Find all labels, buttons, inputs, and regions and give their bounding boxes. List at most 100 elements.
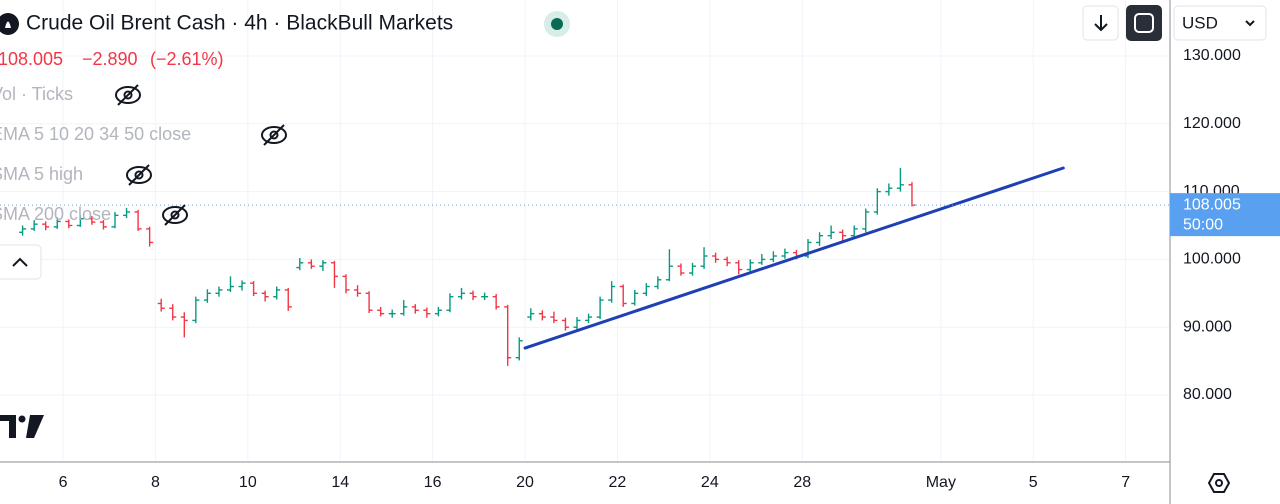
logo-drop (5, 21, 11, 28)
ohlc-bar (42, 221, 50, 231)
collapse-legend-button[interactable] (0, 244, 42, 280)
ohlc-bar (111, 211, 119, 229)
currency-dropdown[interactable] (1173, 5, 1267, 41)
x-tick-label: 8 (151, 474, 160, 491)
ohlc-bar (365, 291, 373, 313)
ohlc-bar (342, 274, 350, 294)
legend-price: 108.005 (0, 49, 63, 69)
indicator-label: Vol · Ticks (0, 84, 73, 104)
x-tick-label: 16 (424, 474, 442, 491)
ohlc-bar (515, 337, 523, 361)
arrow-down-icon (1094, 15, 1108, 32)
ohlc-bar (123, 207, 131, 219)
ohlc-bar (504, 304, 512, 366)
ohlc-bar (746, 259, 754, 272)
ohlc-bar (827, 225, 835, 240)
ohlc-bar (169, 304, 177, 321)
ohlc-bar (354, 285, 362, 297)
ohlc-bar (215, 286, 223, 297)
ohlc-bar (76, 215, 84, 227)
ohlc-bar (816, 232, 824, 246)
ohlc-bar (608, 281, 616, 303)
ohlc-bar (30, 220, 38, 231)
ohlc-bar (642, 283, 650, 297)
y-tick-label: 120.000 (1183, 115, 1241, 132)
ohlc-bar (561, 317, 569, 331)
ohlc-bar (885, 183, 893, 196)
ohlc-bar (758, 253, 766, 265)
tv-logo (0, 415, 44, 438)
ohlc-bar (388, 309, 396, 318)
ohlc-bar (411, 304, 419, 314)
x-tick-label: 10 (239, 474, 257, 491)
chevron-up (12, 257, 28, 267)
y-tick-label: 90.000 (1183, 318, 1232, 335)
ohlc-bar (839, 229, 847, 242)
eye-off-icon[interactable] (115, 84, 141, 106)
ohlc-bar (700, 247, 708, 269)
y-tick-label: 80.000 (1183, 386, 1232, 403)
ohlc-bar (319, 260, 327, 271)
ohlc-bar (261, 290, 269, 302)
x-tick-label: 6 (59, 474, 68, 491)
ohlc-bar (689, 262, 697, 276)
ohlc-bar (712, 252, 720, 263)
y-tick-label: 100.000 (1183, 251, 1241, 268)
ohlc-bar (296, 258, 304, 271)
ohlc-bar (134, 209, 142, 231)
x-tick-label: 5 (1029, 474, 1038, 491)
ohlc-bar (377, 306, 385, 317)
ohlc-bar (781, 248, 789, 259)
x-tick-label: 22 (609, 474, 627, 491)
ohlc-bar (19, 225, 27, 236)
price-bars (19, 167, 916, 366)
ohlc-bar (180, 312, 188, 338)
ohlc-bar (596, 296, 604, 320)
eye-off-icon[interactable] (162, 204, 188, 226)
legend-change: −2.890 (82, 49, 138, 69)
indicator-label: EMA 5 10 20 34 50 close (0, 124, 191, 144)
ohlc-bar (896, 167, 904, 192)
indicator-label: SMA 200 close (0, 204, 111, 224)
ohlc-bar (284, 287, 292, 311)
ohlc-bar (458, 287, 466, 300)
ohlc-bar (585, 313, 593, 324)
ohlc-bar (735, 260, 743, 275)
x-tick-label: May (926, 474, 956, 491)
ohlc-bar (65, 219, 73, 229)
ohlc-bar (908, 182, 916, 207)
market-status-dot[interactable] (551, 18, 563, 30)
ohlc-bar (550, 311, 558, 324)
ohlc-bar (157, 298, 165, 312)
ohlc-bar (192, 296, 200, 324)
currency-label: USD (1182, 13, 1218, 32)
y-tick-label: 130.000 (1183, 47, 1241, 64)
ohlc-bar (677, 263, 685, 276)
trendline (523, 166, 1065, 350)
ohlc-bar (573, 317, 581, 330)
indicator-label: SMA 5 high (0, 164, 83, 184)
ohlc-bar (423, 307, 431, 318)
ohlc-bar (400, 300, 408, 316)
last-price-badge (1170, 193, 1280, 237)
eye-off-icon[interactable] (126, 164, 152, 186)
eye-off-icon[interactable] (261, 124, 287, 146)
ohlc-bar (146, 226, 154, 247)
ohlc-bar (330, 260, 338, 288)
ohlc-bar (307, 259, 315, 269)
settings-icon[interactable] (1207, 473, 1231, 493)
grid (0, 0, 1171, 504)
ohlc-bar (203, 289, 211, 303)
ohlc-bar (862, 208, 870, 233)
ohlc-bar (238, 280, 246, 291)
hidden-icons (115, 84, 287, 226)
last-price-label: 108.005 (1183, 196, 1241, 213)
ohlc-bar (538, 310, 546, 321)
overlay: Crude Oil Brent Cash · 4h · BlackBull Ma… (0, 5, 1267, 493)
ohlc-bar (434, 306, 442, 317)
ohlc-bar (53, 217, 61, 229)
ohlc-bar (88, 216, 96, 225)
ohlc-bar (873, 188, 881, 215)
ohlc-bar (250, 281, 258, 297)
